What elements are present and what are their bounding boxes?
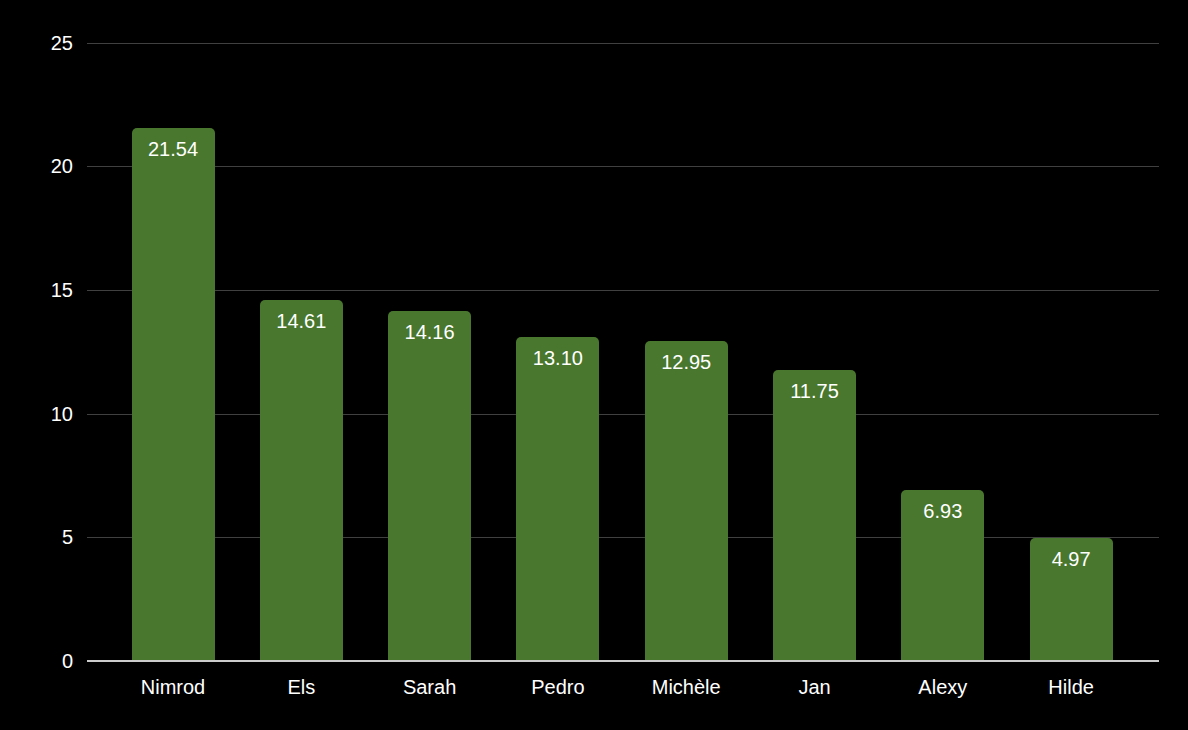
y-tick-label: 10 xyxy=(0,402,73,426)
y-tick-label: 0 xyxy=(0,649,73,673)
gridline xyxy=(87,537,1159,538)
bar-value-label: 14.61 xyxy=(260,309,343,333)
bar-value-label: 13.10 xyxy=(516,346,599,370)
bar-hilde: 4.97 xyxy=(1030,538,1113,661)
bar-alexy: 6.93 xyxy=(901,490,984,661)
bar-els: 14.61 xyxy=(260,300,343,661)
x-tick-label: Sarah xyxy=(360,675,500,699)
x-tick-label: Pedro xyxy=(488,675,628,699)
bar-nimrod: 21.54 xyxy=(132,128,215,661)
bar-value-label: 14.16 xyxy=(388,320,471,344)
x-tick-label: Nimrod xyxy=(103,675,243,699)
x-tick-label: Els xyxy=(231,675,371,699)
gridline xyxy=(87,166,1159,167)
bar-value-label: 6.93 xyxy=(901,499,984,523)
y-tick-label: 25 xyxy=(0,31,73,55)
bar-michèle: 12.95 xyxy=(645,341,728,661)
gridline xyxy=(87,414,1159,415)
bar-chart: 0 5 10 15 20 25 21.54 14.61 14.16 13.10 12.95 11.7… xyxy=(0,0,1188,730)
bar-jan: 11.75 xyxy=(773,370,856,661)
y-tick-label: 20 xyxy=(0,154,73,178)
bar-sarah: 14.16 xyxy=(388,311,471,661)
bar-value-label: 12.95 xyxy=(645,350,728,374)
y-tick-label: 5 xyxy=(0,525,73,549)
gridline xyxy=(87,43,1159,44)
x-tick-label: Michèle xyxy=(616,675,756,699)
bar-value-label: 21.54 xyxy=(132,137,215,161)
x-tick-label: Jan xyxy=(745,675,885,699)
x-axis-baseline xyxy=(87,660,1159,662)
x-tick-label: Alexy xyxy=(873,675,1013,699)
y-tick-label: 15 xyxy=(0,278,73,302)
x-tick-label: Hilde xyxy=(1001,675,1141,699)
bar-pedro: 13.10 xyxy=(516,337,599,661)
bar-value-label: 11.75 xyxy=(773,379,856,403)
gridline xyxy=(87,290,1159,291)
bar-value-label: 4.97 xyxy=(1030,547,1113,571)
